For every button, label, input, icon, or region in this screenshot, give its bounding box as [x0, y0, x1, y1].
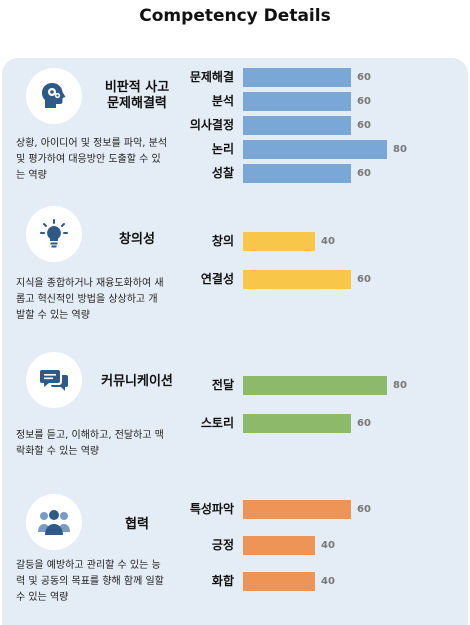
bar-value: 80: [393, 144, 407, 155]
bar-label: 스토리: [200, 416, 234, 430]
bar-track: 40: [243, 536, 423, 555]
bar: [243, 536, 315, 555]
bar-row: 분석 60: [2, 92, 468, 111]
bar-label: 전달: [211, 378, 234, 392]
section-title: 커뮤니케이션: [101, 374, 173, 389]
bar-label: 긍정: [211, 538, 234, 552]
bar-row: 논리 80: [2, 140, 468, 159]
bar: [243, 500, 351, 519]
section-description: 지식을 종합하거나 재융도화하여 새 롭고 혁신적인 방법을 상상하고 개 발할…: [16, 278, 164, 321]
bar-row: 연결성 60: [2, 270, 468, 289]
bar-label: 특성파악: [189, 502, 234, 516]
bar-value: 60: [357, 72, 371, 83]
section-description: 정보를 듣고, 이해하고, 전달하고 맥 락화할 수 있는 역량: [16, 430, 164, 457]
bar-value: 40: [321, 236, 335, 247]
bar: [243, 116, 351, 135]
bar-label: 창의: [211, 234, 234, 248]
bar-row: 의사결정 60: [2, 116, 468, 135]
bar-row: 화합 40: [2, 572, 468, 591]
bar-track: 60: [243, 270, 423, 289]
section-title-line: 비판적 사고 문제해결력: [104, 80, 170, 111]
bar-value: 60: [357, 418, 371, 429]
bar-value: 60: [357, 120, 371, 131]
bar-value: 40: [321, 540, 335, 551]
head-gears-icon: [26, 68, 82, 124]
bar-track: 60: [243, 164, 423, 183]
bar: [243, 270, 351, 289]
bar-row: 성찰 60: [2, 164, 468, 183]
bar-label: 연결성: [200, 272, 234, 286]
bar-value: 60: [357, 504, 371, 515]
bar-track: 60: [243, 92, 423, 111]
section-title: 비판적 사고 문제해결력: [87, 80, 187, 112]
bar-label: 화합: [211, 574, 234, 588]
bar-track: 60: [243, 116, 423, 135]
bar-value: 40: [321, 576, 335, 587]
bar-value: 80: [393, 380, 407, 391]
bar: [243, 68, 351, 87]
lightbulb-icon: [26, 206, 82, 262]
bar-row: 스토리 60: [2, 414, 468, 433]
bar-label: 문제해결: [189, 70, 234, 84]
bar-row: 특성파악 60: [2, 500, 468, 519]
bar-track: 40: [243, 232, 423, 251]
section-description: 상황, 아이디어 및 정보를 파악, 분석 및 평가하여 대응방안 도출할 수 …: [16, 138, 168, 181]
bar-track: 80: [243, 140, 423, 159]
bar-value: 60: [357, 168, 371, 179]
section-title: 협력: [125, 517, 149, 532]
team-people-icon: [26, 494, 82, 550]
bar-track: 60: [243, 68, 423, 87]
bar-row: 전달 80: [2, 376, 468, 395]
bar: [243, 140, 387, 159]
bar-label: 분석: [211, 94, 234, 108]
bar: [243, 414, 351, 433]
bar-value: 60: [357, 274, 371, 285]
bar-track: 60: [243, 500, 423, 519]
section-title: 창의성: [119, 232, 155, 247]
bar-label: 성찰: [211, 166, 234, 180]
bar-track: 40: [243, 572, 423, 591]
bar-value: 60: [357, 96, 371, 107]
bar: [243, 164, 351, 183]
section-description: 갈등을 예방하고 관리할 수 있는 능 력 및 공동의 목표를 향해 함께 일할…: [16, 560, 164, 603]
bar: [243, 376, 387, 395]
page-title: Competency Details: [139, 6, 331, 26]
bar-track: 80: [243, 376, 423, 395]
bar-row: 긍정 40: [2, 536, 468, 555]
bar-label: 의사결정: [189, 118, 234, 132]
competency-panel: 비판적 사고 문제해결력 상황, 아이디어 및 정보를 파악, 분석 및 평가하…: [2, 58, 468, 625]
bar-row: 문제해결 60: [2, 68, 468, 87]
bar-label: 논리: [211, 142, 234, 156]
bar-track: 60: [243, 414, 423, 433]
chat-bubbles-icon: [26, 352, 82, 408]
bar-row: 창의 40: [2, 232, 468, 251]
bar: [243, 92, 351, 111]
bar: [243, 232, 315, 251]
bar: [243, 572, 315, 591]
